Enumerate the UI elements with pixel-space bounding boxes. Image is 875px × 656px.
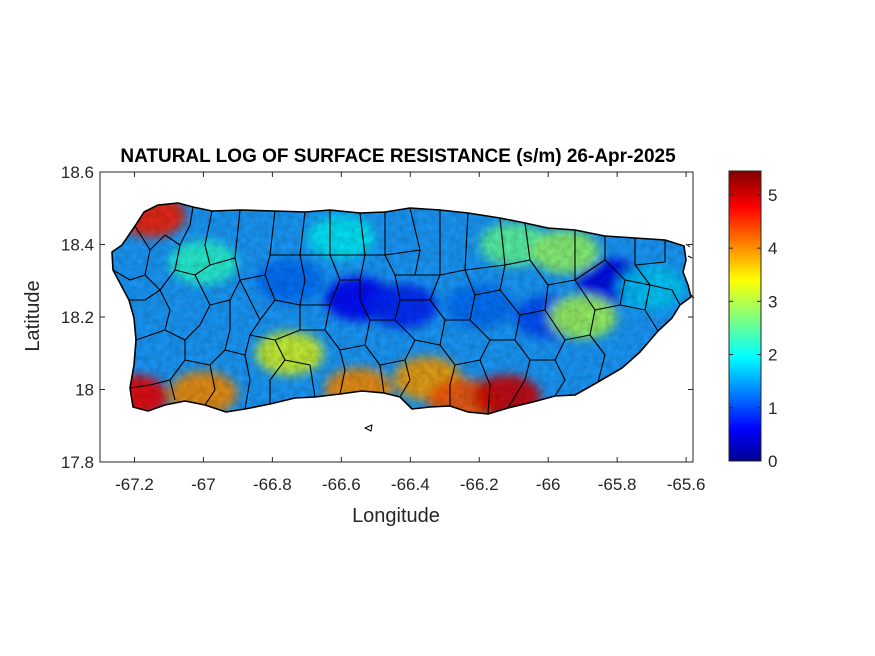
x-tick-label: -66.6 (322, 475, 361, 494)
colorbar-ticks: 0 1 2 3 4 5 (729, 186, 777, 471)
y-tick-label: 18.4 (61, 236, 94, 255)
colorbar-tick-label: 4 (768, 239, 777, 258)
x-axis: -67.2 -67 -66.8 -66.6 -66.4 -66.2 -66 -65.8 -65.… (115, 172, 705, 494)
x-tick-label: -66 (536, 475, 561, 494)
y-axis-label: Latitude (22, 280, 44, 351)
y-tick-label: 18.6 (61, 163, 94, 182)
x-tick-label: -65.8 (598, 475, 637, 494)
colorbar-tick-label: 3 (768, 292, 777, 311)
x-tick-label: -67.2 (115, 475, 154, 494)
municipality-boundaries (111, 202, 695, 432)
eastern-islets (685, 243, 695, 299)
y-tick-label: 18.2 (61, 308, 94, 327)
colorbar (728, 170, 762, 462)
x-tick-label: -67 (191, 475, 216, 494)
colorbar-tick-label: 1 (768, 399, 777, 418)
y-axis: 17.8 18 18.2 18.4 18.6 (61, 163, 693, 472)
chart-title: NATURAL LOG OF SURFACE RESISTANCE (s/m) … (120, 146, 676, 167)
x-tick-label: -66.8 (253, 475, 292, 494)
y-tick-label: 17.8 (61, 453, 94, 472)
x-tick-label: -66.2 (460, 475, 499, 494)
boundary-lines (112, 206, 681, 415)
colorbar-tick-label: 0 (768, 452, 777, 471)
x-axis-label: Longitude (352, 505, 440, 527)
y-tick-label: 18 (75, 381, 94, 400)
x-tick-label: -65.6 (667, 475, 706, 494)
x-tick-label: -66.4 (391, 475, 430, 494)
offshore-islet (364, 424, 373, 432)
colorbar-tick-label: 5 (768, 186, 777, 205)
colorbar-tick-label: 2 (768, 346, 777, 365)
